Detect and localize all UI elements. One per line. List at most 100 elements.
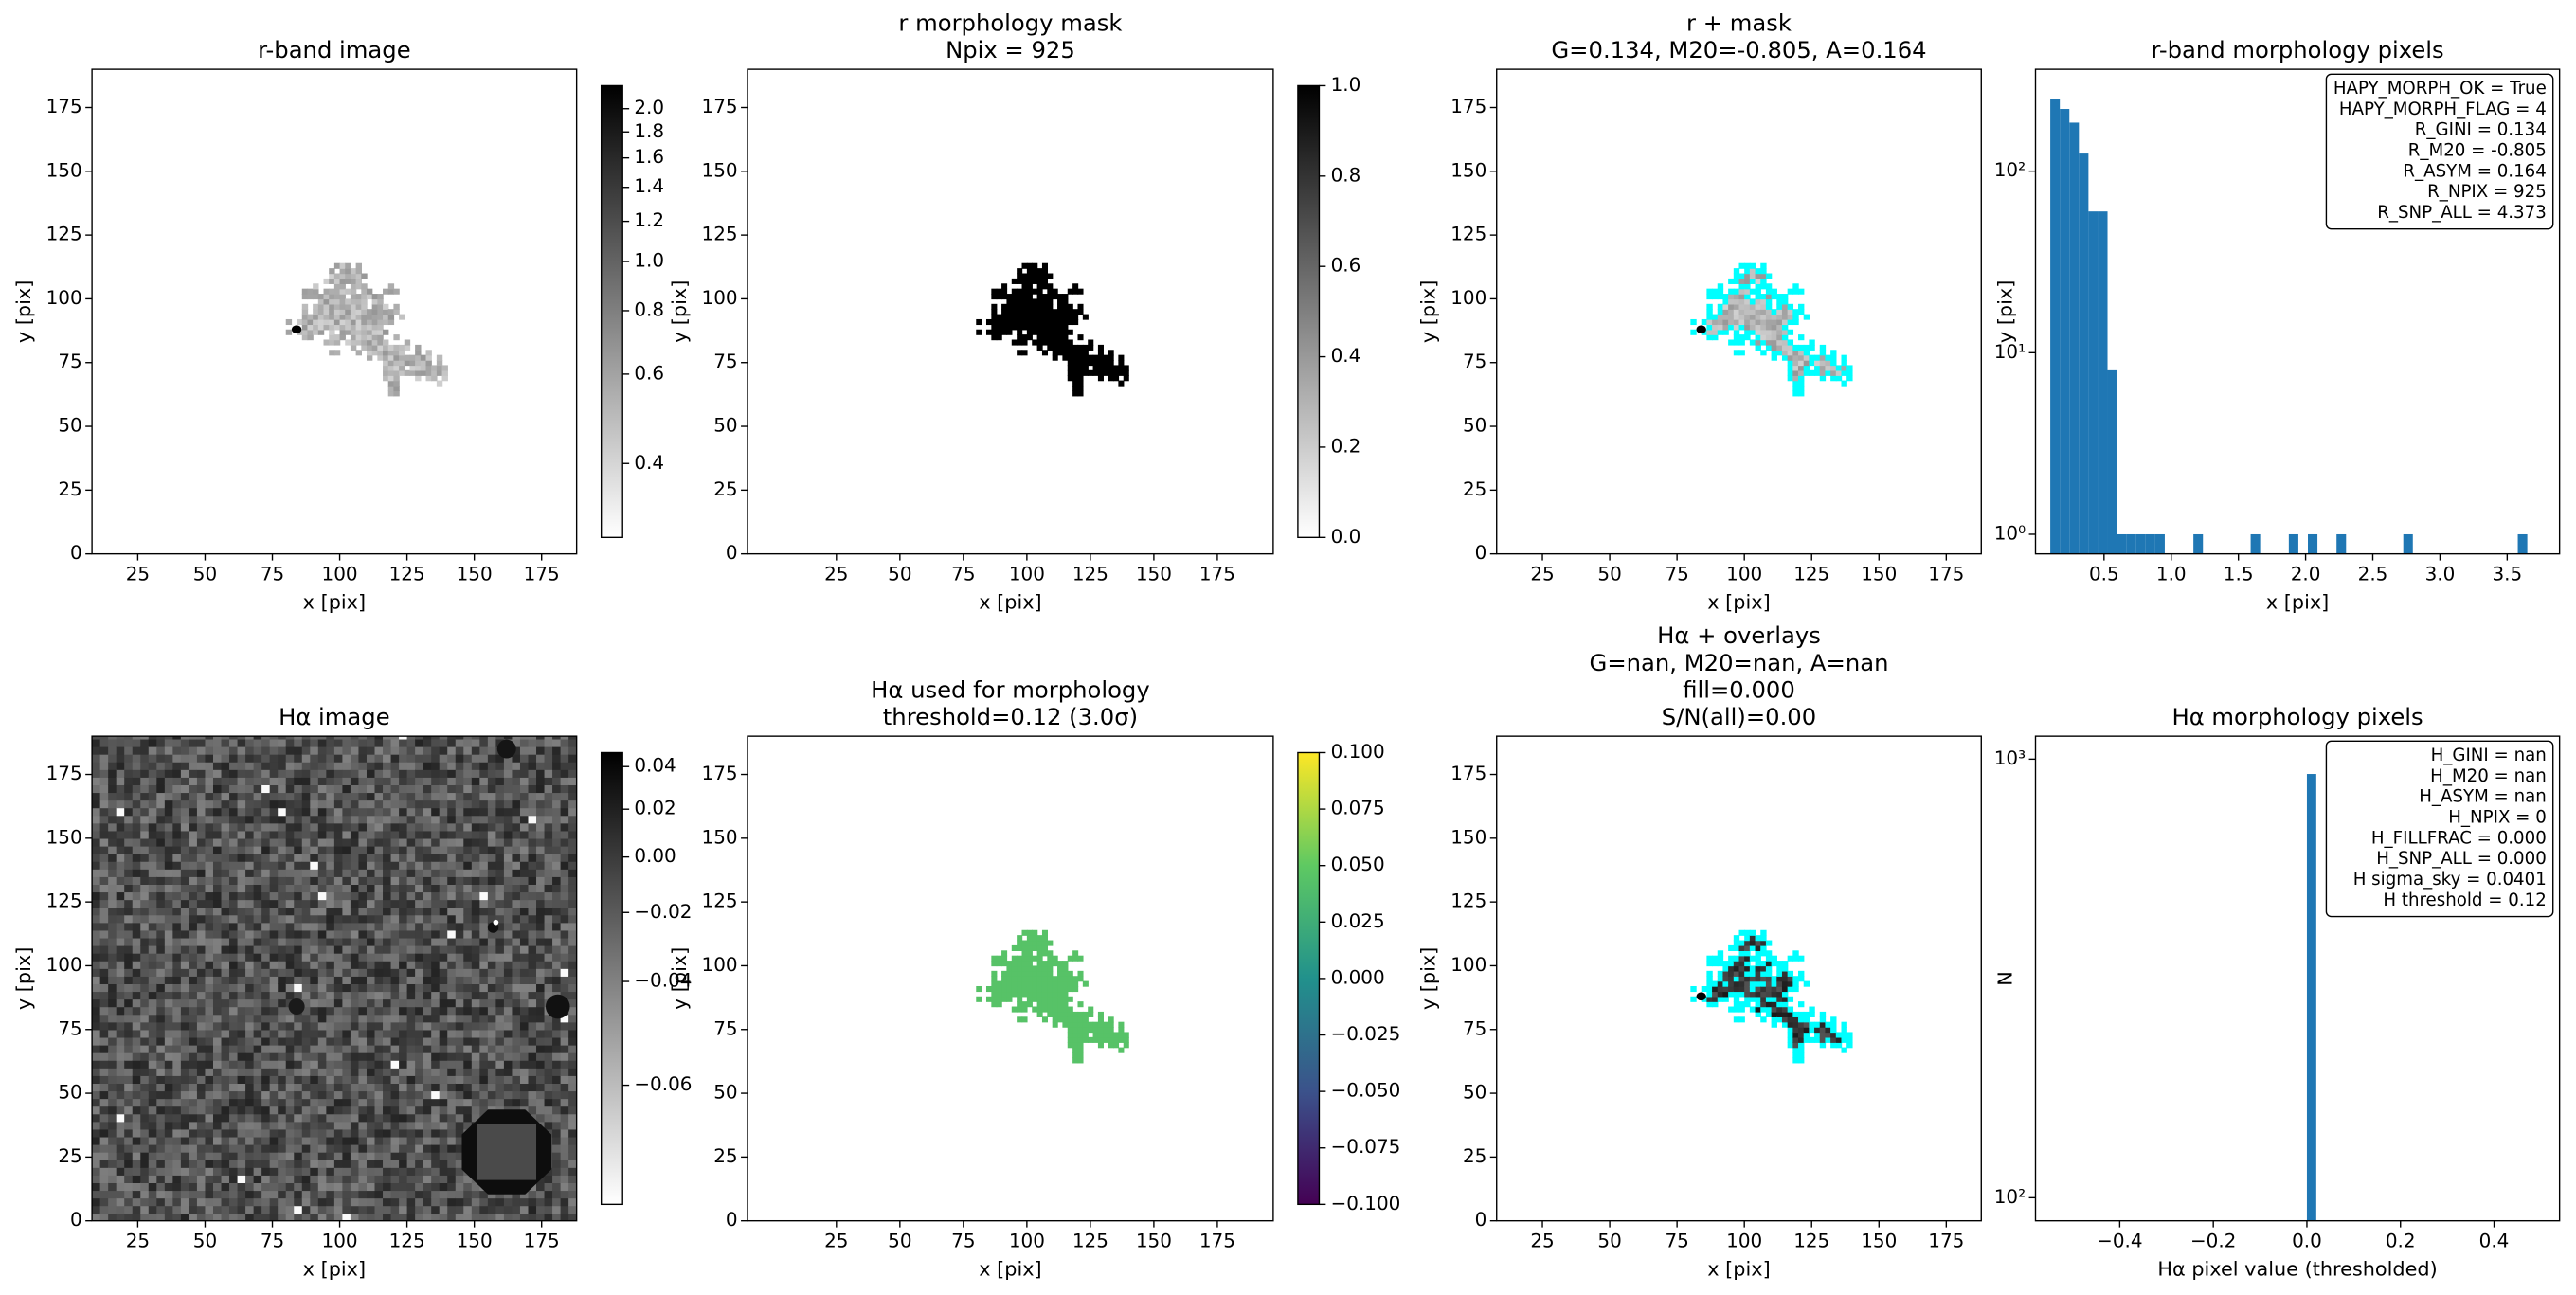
image-pixel <box>1026 278 1033 284</box>
image-pixel <box>361 344 368 351</box>
image-pixel <box>455 929 464 939</box>
image-pixel <box>180 1121 190 1130</box>
image-pixel <box>156 1113 166 1123</box>
image-pixel <box>180 976 190 984</box>
image-pixel <box>148 815 158 824</box>
image-pixel <box>156 907 166 916</box>
image-pixel <box>1781 298 1789 305</box>
image-pixel <box>124 736 134 740</box>
image-pixel <box>1011 309 1018 315</box>
image-pixel <box>393 303 400 310</box>
image-pixel <box>317 807 328 817</box>
image-pixel <box>1001 318 1008 326</box>
image-pixel <box>366 952 376 962</box>
image-pixel <box>205 922 214 931</box>
image-pixel <box>415 1083 424 1092</box>
image-pixel <box>390 861 400 870</box>
image-pixel <box>350 845 360 854</box>
image-pixel <box>164 1006 174 1016</box>
image-pixel <box>323 294 330 300</box>
image-pixel <box>1057 350 1064 356</box>
image-pixel <box>245 998 255 1008</box>
image-pixel <box>455 815 464 824</box>
image-pixel <box>560 1113 569 1123</box>
image-pixel <box>1072 375 1079 382</box>
image-pixel <box>1032 318 1038 326</box>
image-pixel <box>317 907 328 916</box>
image-pixel <box>519 861 530 870</box>
image-pixel <box>245 861 255 870</box>
image-pixel <box>366 991 376 1000</box>
image-pixel <box>124 983 134 993</box>
image-pixel <box>495 1068 505 1076</box>
image-pixel <box>544 1182 553 1192</box>
image-pixel <box>285 1182 295 1192</box>
image-pixel <box>471 1052 481 1061</box>
image-pixel <box>1728 298 1735 305</box>
image-pixel <box>1760 283 1767 290</box>
image-pixel <box>326 1098 335 1107</box>
image-pixel <box>536 769 546 778</box>
image-pixel <box>568 1021 577 1031</box>
image-pixel <box>536 1044 546 1053</box>
image-pixel <box>237 1006 246 1016</box>
image-pixel <box>1011 339 1018 346</box>
image-pixel <box>568 876 577 885</box>
image-pixel <box>180 792 190 801</box>
image-pixel <box>329 298 335 305</box>
image-pixel <box>1760 294 1767 300</box>
image-pixel <box>1776 309 1783 315</box>
image-pixel <box>116 991 125 1000</box>
image-pixel <box>1077 303 1084 310</box>
image-pixel <box>1706 288 1713 295</box>
image-pixel <box>1052 309 1058 315</box>
image-pixel <box>253 991 262 1000</box>
image-pixel <box>358 815 368 824</box>
image-pixel <box>399 1090 408 1100</box>
image-pixel <box>487 884 497 893</box>
image-pixel <box>329 288 335 295</box>
image-pixel <box>399 815 408 824</box>
image-pixel <box>156 1036 166 1046</box>
image-pixel <box>431 1044 441 1053</box>
image-pixel <box>1755 339 1761 346</box>
image-pixel <box>1113 375 1120 382</box>
image-pixel <box>1026 262 1033 269</box>
image-pixel <box>108 944 117 954</box>
image-pixel <box>350 1182 360 1192</box>
image-pixel <box>278 961 287 969</box>
image-pixel <box>108 1143 117 1153</box>
image-pixel <box>180 1036 190 1046</box>
image-pixel <box>116 753 125 763</box>
image-pixel <box>212 944 223 954</box>
image-pixel <box>996 996 1002 1002</box>
image-pixel <box>383 1083 392 1092</box>
image-pixel <box>310 1014 319 1023</box>
image-pixel <box>568 1052 577 1061</box>
image-pixel <box>495 1205 505 1214</box>
image-pixel <box>317 1143 328 1153</box>
image-pixel <box>1011 294 1018 300</box>
image-pixel <box>323 339 330 346</box>
image-pixel <box>1712 334 1719 341</box>
image-pixel <box>140 884 150 893</box>
image-pixel <box>237 1083 246 1092</box>
image-pixel <box>310 815 319 824</box>
image-pixel <box>99 792 109 801</box>
image-feature <box>545 994 570 1019</box>
image-pixel <box>519 1052 530 1061</box>
image-pixel <box>221 753 230 763</box>
image-pixel <box>512 944 521 954</box>
image-pixel <box>245 937 255 946</box>
image-pixel <box>278 1014 287 1023</box>
image-pixel <box>447 1143 457 1153</box>
image-pixel <box>390 736 400 740</box>
image-pixel <box>415 922 424 931</box>
image-pixel <box>350 884 360 893</box>
image-pixel <box>415 837 424 847</box>
image-pixel <box>512 976 521 984</box>
image-pixel <box>390 762 400 770</box>
image-pixel <box>406 1083 416 1092</box>
image-pixel <box>383 792 392 801</box>
image-pixel <box>294 1106 303 1115</box>
